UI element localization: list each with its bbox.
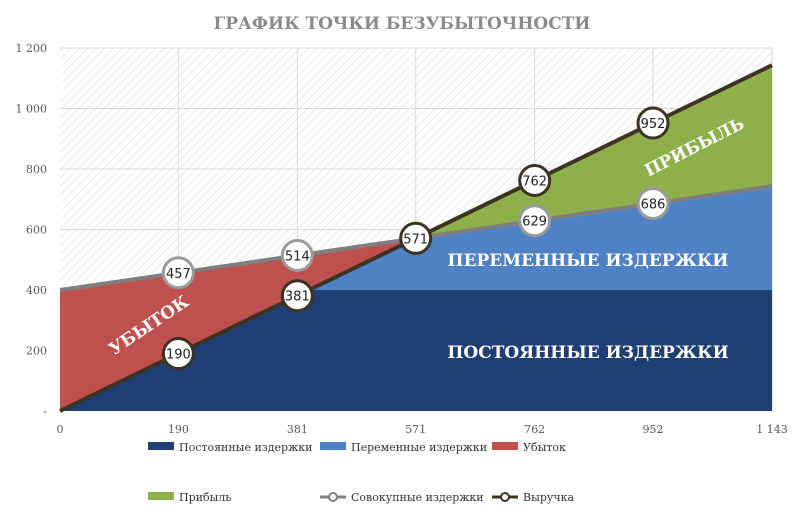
legend-swatch (148, 492, 174, 500)
revenue-point-label: 381 (285, 290, 310, 305)
y-tick-label: - (43, 405, 47, 418)
total-costs-point-marker (518, 204, 552, 238)
legend-item: Прибыль (148, 491, 231, 504)
total-costs-point-label: 457 (166, 267, 191, 282)
legend-marker (328, 492, 338, 502)
legend-item: Выручка (492, 491, 574, 504)
x-tick-label: 190 (168, 423, 189, 436)
total-costs-point-marker (636, 186, 670, 220)
x-tick-label: 952 (643, 423, 664, 436)
total-costs-point-label: 686 (641, 197, 666, 212)
total-costs-point-label: 514 (285, 250, 310, 265)
y-tick-label: 600 (26, 224, 47, 237)
y-tick-label: 400 (26, 284, 47, 297)
revenue-point-marker (636, 106, 670, 140)
y-tick-label: 200 (26, 345, 47, 358)
legend: Постоянные издержки Переменные издержки Уб… (148, 441, 574, 504)
legend-swatch (492, 442, 518, 450)
x-tick-label: 762 (524, 423, 545, 436)
x-tick-label: 0 (57, 423, 64, 436)
total-costs-point-label: 629 (522, 215, 547, 230)
legend-item: Совокупные издержки (320, 491, 484, 504)
band-label-variable-costs: ПЕРЕМЕННЫЕ ИЗДЕРЖКИ (448, 251, 729, 271)
legend-label: Постоянные издержки (179, 441, 312, 454)
revenue-point-label: 571 (403, 232, 428, 247)
x-tick-label: 571 (405, 423, 426, 436)
revenue-point-label: 952 (641, 117, 666, 132)
x-tick-label: 381 (287, 423, 308, 436)
revenue-point-marker (518, 163, 552, 197)
revenue-point-marker (161, 337, 195, 371)
legend-label: Прибыль (179, 491, 231, 504)
legend-swatch (320, 442, 346, 450)
y-tick-label: 1 200 (16, 42, 48, 55)
y-tick-label: 800 (26, 163, 47, 176)
total-costs-point-marker (280, 239, 314, 273)
legend-label: Переменные издержки (351, 441, 487, 454)
revenue-point-label: 762 (522, 174, 547, 189)
legend-label: Совокупные издержки (351, 491, 484, 504)
revenue-point-marker (280, 279, 314, 313)
area-loss (60, 238, 416, 411)
legend-swatch (148, 442, 174, 450)
revenue-point-label: 190 (166, 348, 191, 363)
revenue-point-marker (399, 221, 433, 255)
legend-label: Выручка (523, 491, 574, 504)
legend-item: Убыток (492, 441, 566, 454)
legend-label: Убыток (523, 441, 566, 454)
band-label-fixed-costs: ПОСТОЯННЫЕ ИЗДЕРЖКИ (447, 343, 728, 363)
legend-marker (500, 492, 510, 502)
total-costs-point-marker (161, 256, 195, 290)
legend-item: Постоянные издержки (148, 441, 312, 454)
y-tick-label: 1 000 (16, 103, 48, 116)
legend-item: Переменные издержки (320, 441, 487, 454)
x-tick-label: 1 143 (756, 423, 788, 436)
chart-title: ГРАФИК ТОЧКИ БЕЗУБЫТОЧНОСТИ (214, 14, 591, 34)
